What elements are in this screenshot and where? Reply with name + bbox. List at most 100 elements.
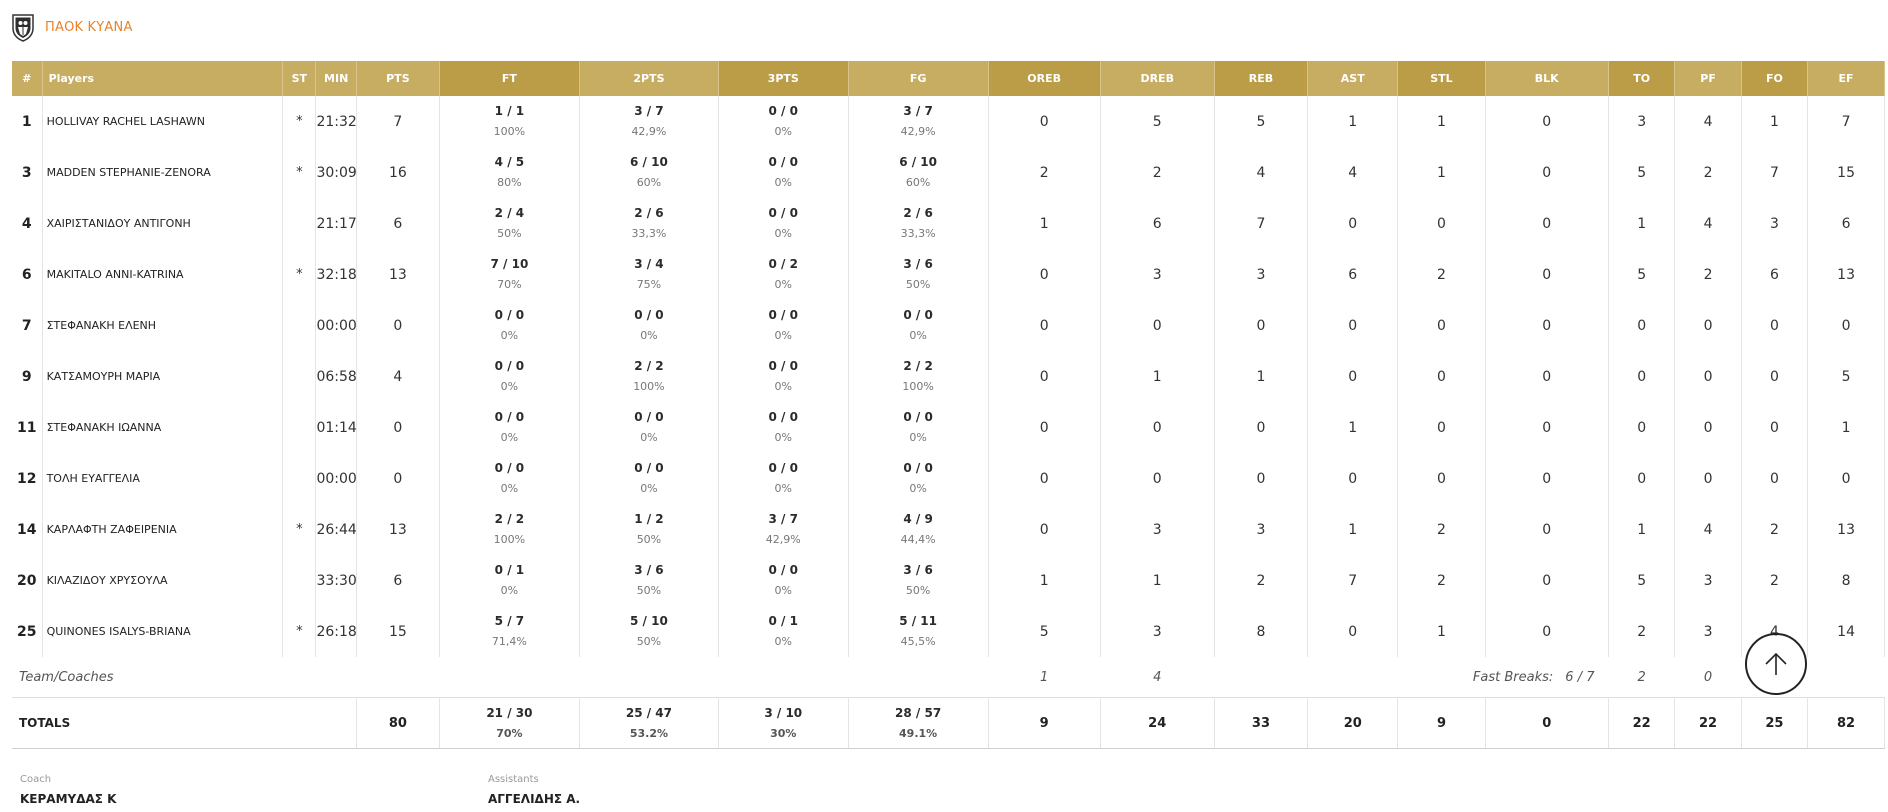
player-name[interactable]: ΚΑΤΣΑΜΟΥΡΗ ΜΑΡΙΑ (42, 351, 284, 402)
stl: 2 (1397, 555, 1486, 606)
fg-cell: 0 / 0 0% (848, 402, 989, 453)
ast: 6 (1307, 249, 1399, 300)
fo: 0 (1741, 402, 1809, 453)
scroll-to-top-button[interactable] (1745, 633, 1807, 695)
ft-made: 0 / 1 (494, 563, 525, 577)
two-pct: 0% (640, 329, 658, 342)
player-name[interactable]: ΚΑΡΛΑΦΤΗ ΖΑΦΕΙΡΕΝΙΑ (42, 504, 284, 555)
totals-two-cell: 25 / 47 53.2% (579, 697, 719, 749)
ft-made: 0 / 0 (494, 308, 525, 322)
arrow-up-icon (1765, 652, 1787, 675)
fg-cell: 4 / 9 44,4% (848, 504, 989, 555)
minutes: 06:58 (315, 351, 357, 402)
ef: 5 (1807, 351, 1885, 402)
two-pts-cell: 2 / 6 33,3% (579, 198, 719, 249)
starter-mark (282, 555, 317, 606)
fo: 3 (1741, 198, 1809, 249)
team-name[interactable]: ΠΑΟΚ ΚΥΑΝΑ (45, 19, 133, 35)
col-header-blk: BLK (1485, 61, 1609, 96)
totals-fg-cell: 28 / 57 49.1% (848, 697, 989, 749)
three-made: 0 / 0 (768, 155, 798, 169)
two-pct: 33,3% (631, 227, 667, 240)
ef: 8 (1807, 555, 1885, 606)
player-name[interactable]: HOLLIVAY RACHEL LASHAWN (42, 96, 284, 147)
two-made: 0 / 0 (634, 461, 664, 475)
minutes: 26:18 (315, 606, 357, 657)
points: 6 (356, 555, 440, 606)
two-pts-cell: 3 / 7 42,9% (579, 96, 719, 147)
player-name[interactable]: ΧΑΙΡΙΣΤΑΝΙΔΟΥ ΑΝΤΙΓΟΝΗ (42, 198, 284, 249)
fg-pct: 42,9% (900, 125, 936, 138)
team-to: 2 (1637, 669, 1646, 685)
pf: 0 (1674, 402, 1742, 453)
to: 1 (1608, 198, 1676, 249)
totals-two-made: 25 / 47 (625, 705, 672, 720)
starter-mark (282, 300, 317, 351)
fg-made: 6 / 10 (899, 155, 938, 169)
player-name[interactable]: ΤΟΛΗ ΕΥΑΓΓΕΛΙΑ (42, 453, 284, 504)
two-made: 0 / 0 (634, 308, 664, 322)
points: 0 (356, 402, 440, 453)
two-pts-cell: 0 / 0 0% (579, 300, 719, 351)
fg-cell: 3 / 6 50% (848, 555, 989, 606)
dreb: 1 (1100, 555, 1215, 606)
two-pct: 60% (636, 176, 662, 189)
player-name[interactable]: ΚΙΛΑΖΙΔΟΥ ΧΡΥΣΟΥΛΑ (42, 555, 284, 606)
two-pct: 100% (633, 380, 665, 393)
points: 16 (356, 147, 440, 198)
col-header-fg: FG (848, 61, 989, 96)
ft-cell: 0 / 1 0% (439, 555, 580, 606)
ft-pct: 0% (500, 329, 519, 342)
pf: 2 (1674, 147, 1742, 198)
ft-made: 0 / 0 (494, 359, 525, 373)
reb: 3 (1214, 249, 1309, 300)
totals-ast: 20 (1307, 697, 1399, 749)
blk: 0 (1485, 453, 1609, 504)
fast-breaks-value: 6 / 7 (1565, 669, 1595, 685)
team-ef (1808, 657, 1885, 698)
ef: 0 (1807, 300, 1885, 351)
starter-mark: * (282, 504, 317, 555)
stl: 0 (1397, 402, 1486, 453)
col-header-reb: REB (1214, 61, 1309, 96)
oreb: 2 (988, 147, 1101, 198)
ef: 1 (1807, 402, 1885, 453)
two-pct: 50% (636, 584, 662, 597)
player-number: 1 (12, 96, 43, 147)
minutes: 33:30 (315, 555, 357, 606)
reb: 0 (1214, 453, 1309, 504)
ast: 7 (1307, 555, 1399, 606)
player-name[interactable]: MAKITALO ANNI-KATRINA (42, 249, 284, 300)
two-made: 6 / 10 (630, 155, 668, 169)
player-name[interactable]: QUINONES ISALYS-BRIANA (42, 606, 284, 657)
fg-made: 4 / 9 (903, 512, 933, 526)
ft-made: 0 / 0 (494, 410, 525, 424)
fg-pct: 60% (905, 176, 931, 189)
player-name[interactable]: ΣΤΕΦΑΝΑΚΗ ΕΛΕΝΗ (42, 300, 284, 351)
player-name[interactable]: ΣΤΕΦΑΝΑΚΗ ΙΩΑΝΝΑ (42, 402, 284, 453)
stl: 2 (1397, 249, 1486, 300)
fast-breaks: Fast Breaks: 6 / 7 (1214, 657, 1608, 698)
ef: 13 (1807, 504, 1885, 555)
stl: 0 (1397, 300, 1486, 351)
two-made: 0 / 0 (634, 410, 664, 424)
reb: 7 (1214, 198, 1309, 249)
assistants-name: ΑΓΓΕΛΙΔΗΣ Α. (488, 792, 581, 806)
col-header-ef: EF (1807, 61, 1885, 96)
player-name[interactable]: MADDEN STEPHANIE-ZENORA (42, 147, 284, 198)
ast: 1 (1307, 96, 1399, 147)
ft-made: 4 / 5 (494, 155, 525, 169)
pf: 0 (1674, 300, 1742, 351)
three-pct: 0% (774, 329, 792, 342)
col-header-st: ST (282, 61, 317, 96)
dreb: 3 (1100, 606, 1215, 657)
stl: 1 (1397, 606, 1486, 657)
fg-made: 3 / 7 (903, 104, 933, 118)
fg-made: 2 / 6 (903, 206, 933, 220)
ft-pct: 100% (493, 533, 526, 546)
blk: 0 (1485, 249, 1609, 300)
ft-cell: 0 / 0 0% (439, 351, 580, 402)
ft-made: 1 / 1 (494, 104, 525, 118)
totals-reb: 33 (1214, 697, 1309, 749)
ef: 13 (1807, 249, 1885, 300)
